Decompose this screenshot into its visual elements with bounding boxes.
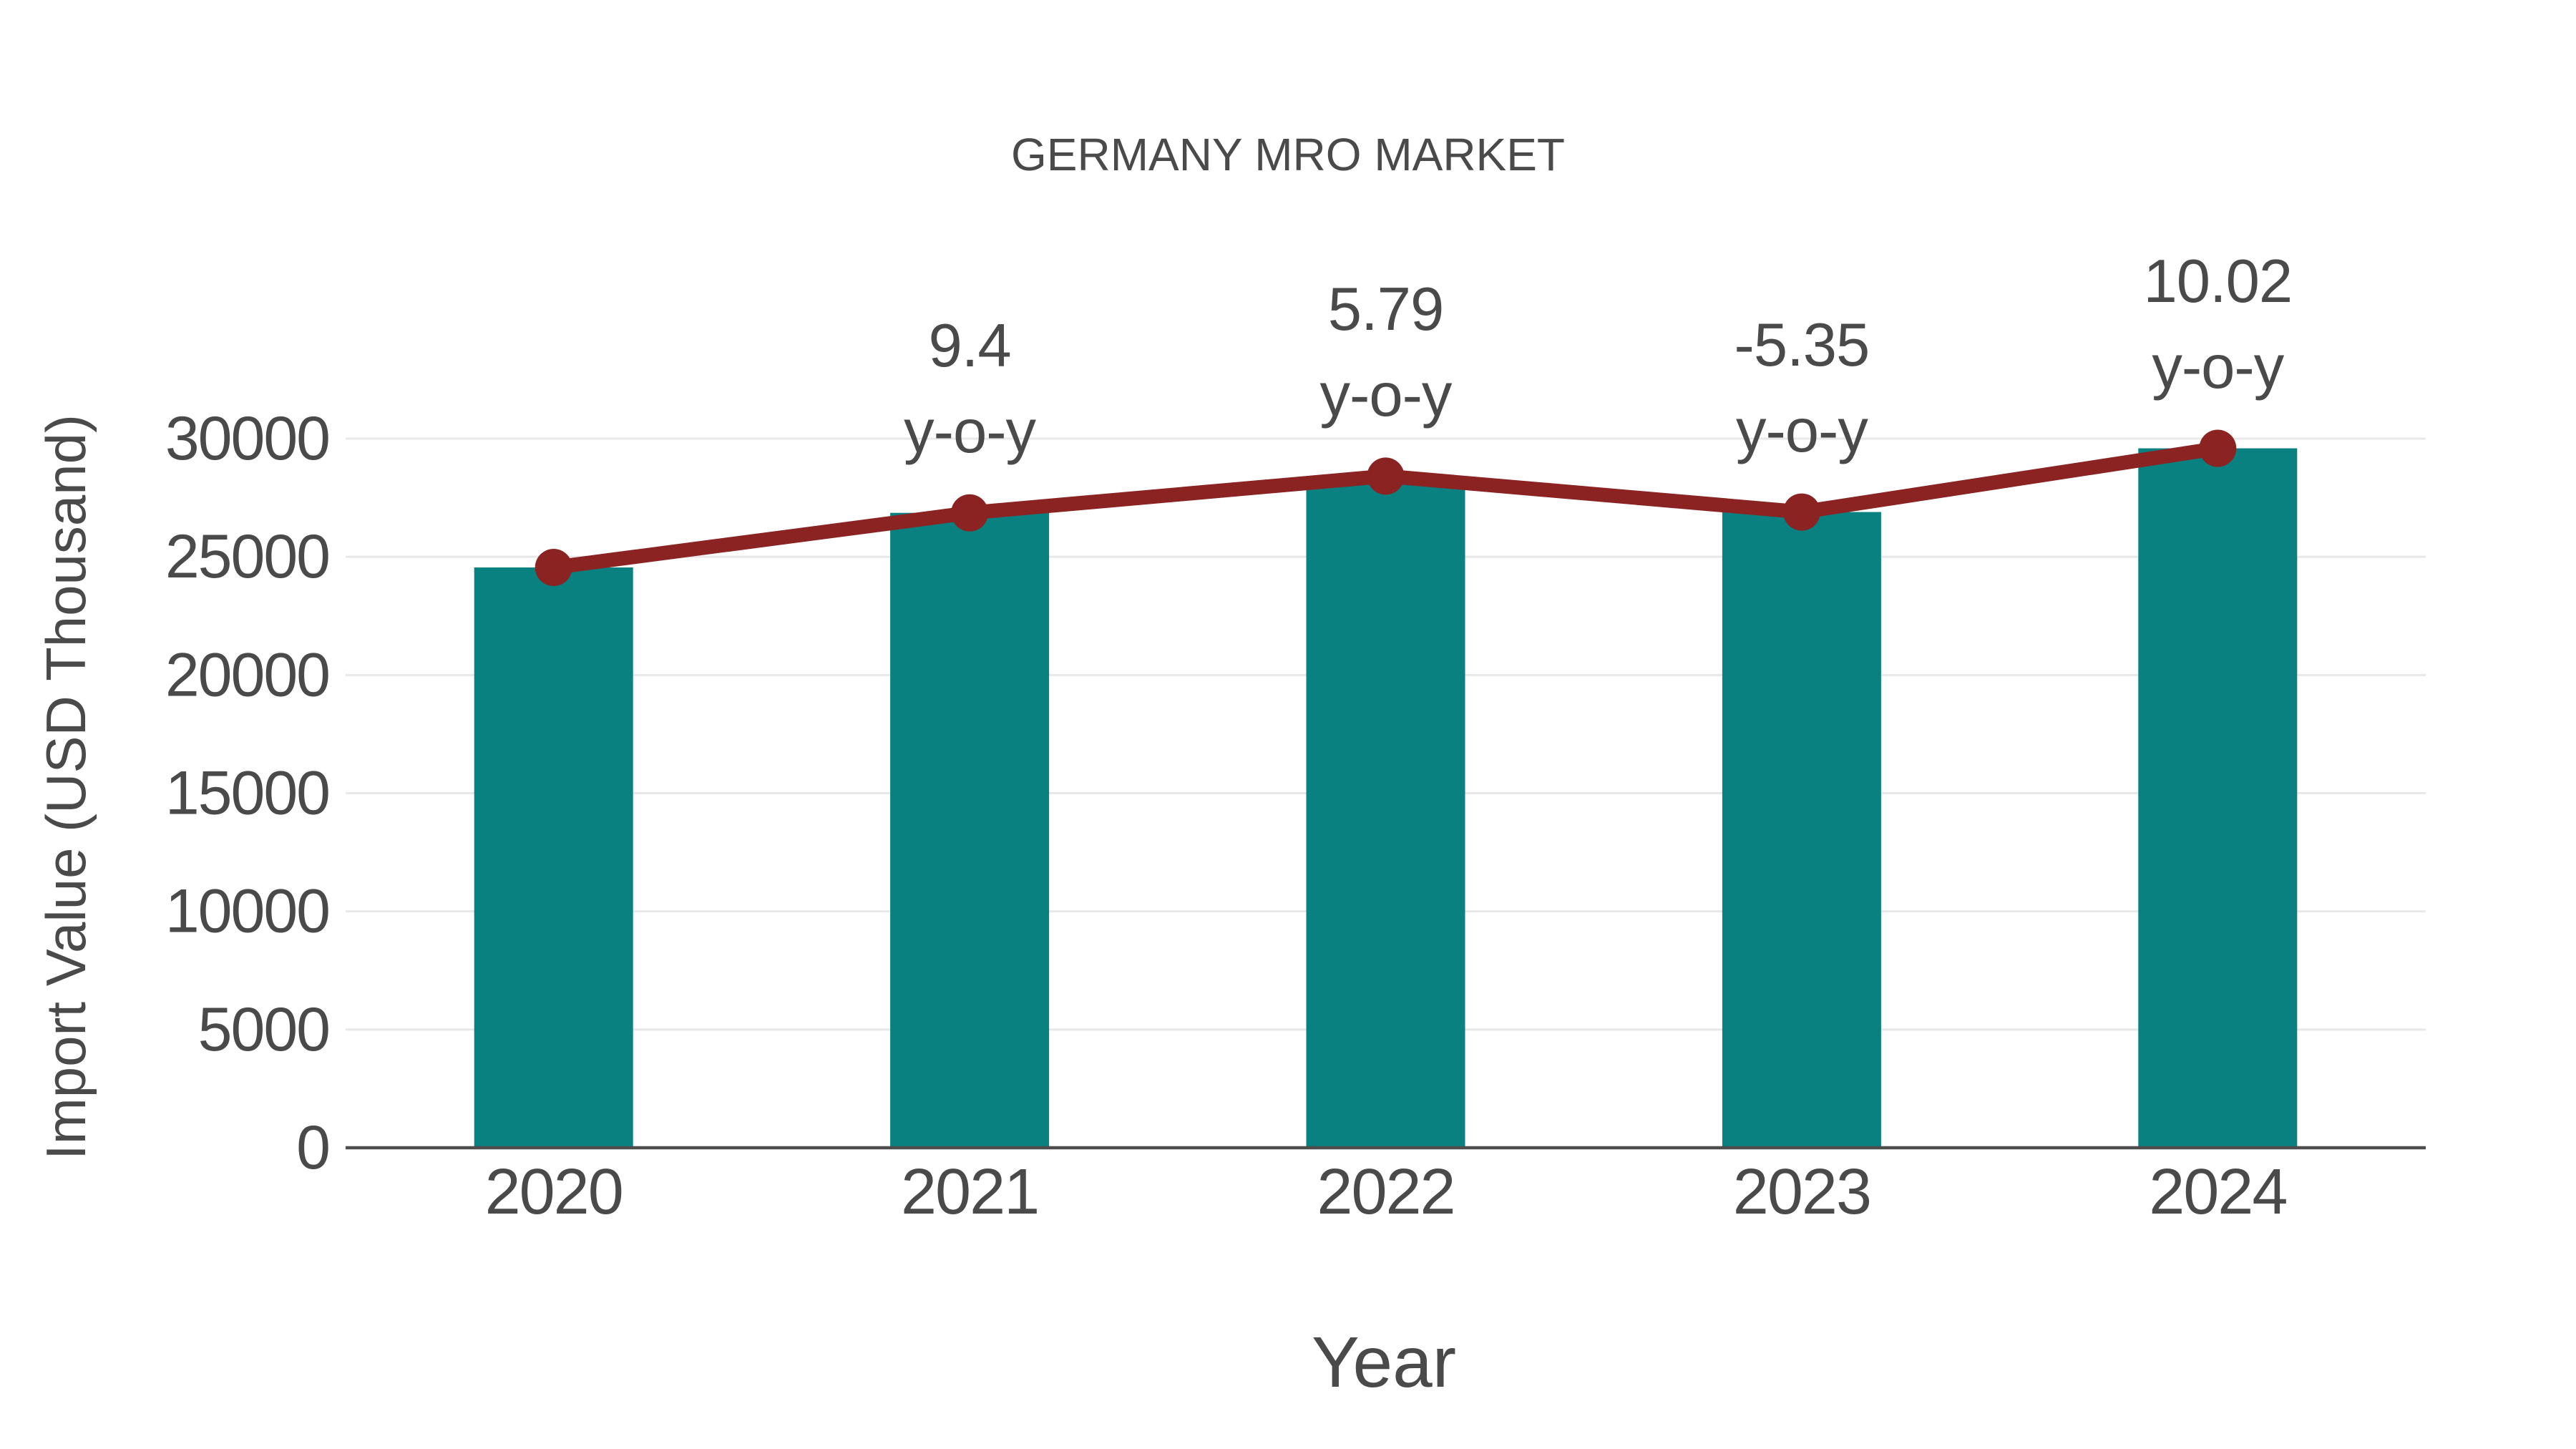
- marker-2020: [535, 549, 572, 587]
- y-tick-label-10000: 10000: [165, 877, 329, 946]
- y-tick-label-25000: 25000: [165, 522, 329, 591]
- bar-2021: [890, 512, 1050, 1148]
- yoy-suffix-2024: y-o-y: [2152, 333, 2284, 401]
- bar-2023: [1722, 512, 1881, 1148]
- y-tick-label-30000: 30000: [165, 404, 329, 473]
- x-tick-label-2021: 2021: [901, 1156, 1038, 1228]
- y-tick-labels: 0 5000 10000 15000 20000 25000 30000: [165, 404, 331, 1182]
- yoy-value-2024: 10.02: [2143, 248, 2292, 316]
- x-tick-label-2022: 2022: [1317, 1156, 1454, 1228]
- yoy-value-2021: 9.4: [929, 312, 1011, 380]
- yoy-value-2023: -5.35: [1735, 311, 1870, 379]
- y-axis-label: Import Value (USD Thousand): [34, 414, 97, 1160]
- x-tick-label-2020: 2020: [485, 1156, 623, 1228]
- marker-2023: [1782, 493, 1820, 531]
- y-tick-label-0: 0: [296, 1113, 329, 1182]
- bar-2020: [474, 567, 633, 1148]
- y-tick-label-5000: 5000: [198, 995, 329, 1064]
- marker-2021: [951, 494, 989, 532]
- y-tick-label-20000: 20000: [165, 640, 329, 709]
- yoy-annotations: 9.4 y-o-y 5.79 y-o-y -5.35 y-o-y 10.02 y-o-y: [904, 248, 2293, 466]
- marker-2024: [2199, 429, 2237, 467]
- bar-2022: [1306, 476, 1465, 1148]
- marker-2022: [1367, 457, 1405, 495]
- yoy-value-2022: 5.79: [1328, 275, 1443, 343]
- chart-title: GERMANY MRO MARKET: [1011, 129, 1565, 180]
- markers: [535, 429, 2237, 587]
- bars: [474, 448, 2298, 1148]
- x-tick-labels: 2020 2021 2022 2023 2024: [485, 1156, 2288, 1228]
- x-axis-label: Year: [1312, 1322, 1456, 1402]
- x-tick-label-2023: 2023: [1733, 1156, 1870, 1228]
- y-tick-label-15000: 15000: [165, 759, 329, 828]
- yoy-suffix-2022: y-o-y: [1320, 361, 1453, 429]
- yoy-suffix-2021: y-o-y: [904, 398, 1036, 466]
- yoy-suffix-2023: y-o-y: [1736, 397, 1868, 465]
- bar-2024: [2138, 448, 2298, 1148]
- x-tick-label-2024: 2024: [2149, 1156, 2286, 1228]
